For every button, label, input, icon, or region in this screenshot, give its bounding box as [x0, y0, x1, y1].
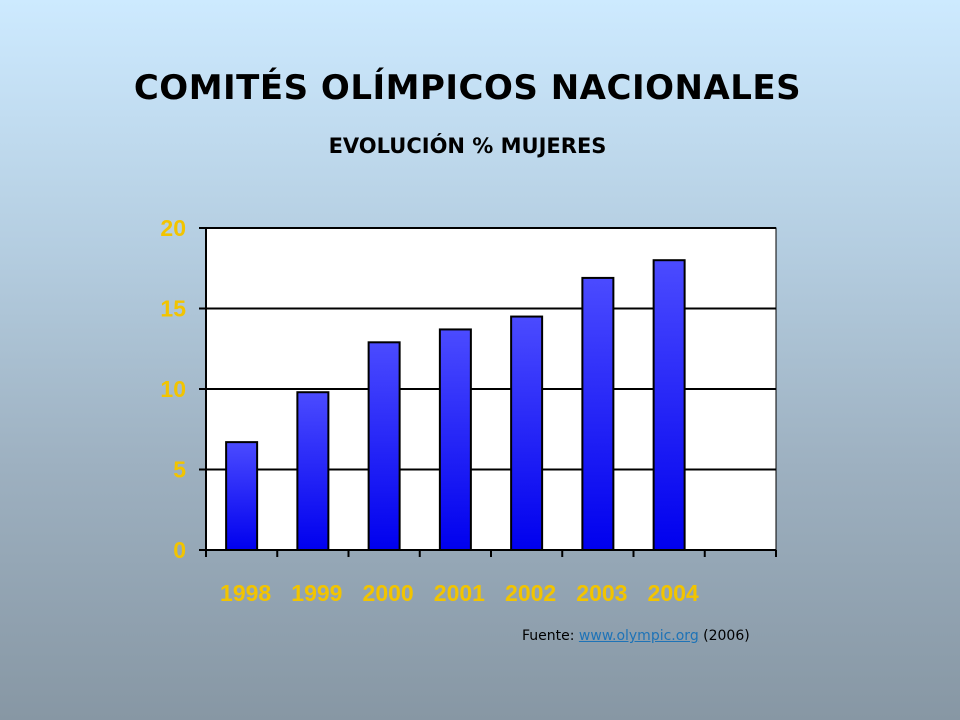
page-title: COMITÉS OLÍMPICOS NACIONALES	[133, 68, 802, 108]
source-note: Fuente: www.olympic.org (2006)	[522, 628, 750, 644]
x-tick-label: 1998	[220, 580, 271, 606]
bar-2000	[367, 341, 401, 551]
bar-2004	[652, 259, 686, 551]
chart-subtitle: EVOLUCIÓN % MUJERES	[328, 134, 607, 158]
source-link[interactable]: www.olympic.org	[578, 628, 699, 644]
y-tick-label: 0	[173, 537, 186, 563]
x-tick-label: 2003	[576, 580, 627, 606]
source-prefix: Fuente:	[522, 628, 579, 644]
y-tick-label: 15	[160, 296, 186, 322]
bar-2003	[581, 276, 615, 551]
y-tick-label: 20	[160, 215, 186, 241]
bar-1999	[296, 391, 330, 551]
y-tick-label: 5	[173, 457, 186, 483]
source-suffix: (2006)	[698, 628, 750, 644]
x-tick-label: 2000	[363, 580, 414, 606]
bar-1998	[225, 441, 259, 552]
y-tick-label: 10	[160, 376, 186, 402]
bar-2002	[510, 315, 544, 551]
x-tick-label: 2004	[648, 580, 699, 606]
x-tick-label: 2001	[434, 580, 485, 606]
x-tick-label: 2002	[505, 580, 556, 606]
x-tick-label: 1999	[291, 580, 342, 606]
bar-2001	[438, 328, 472, 551]
